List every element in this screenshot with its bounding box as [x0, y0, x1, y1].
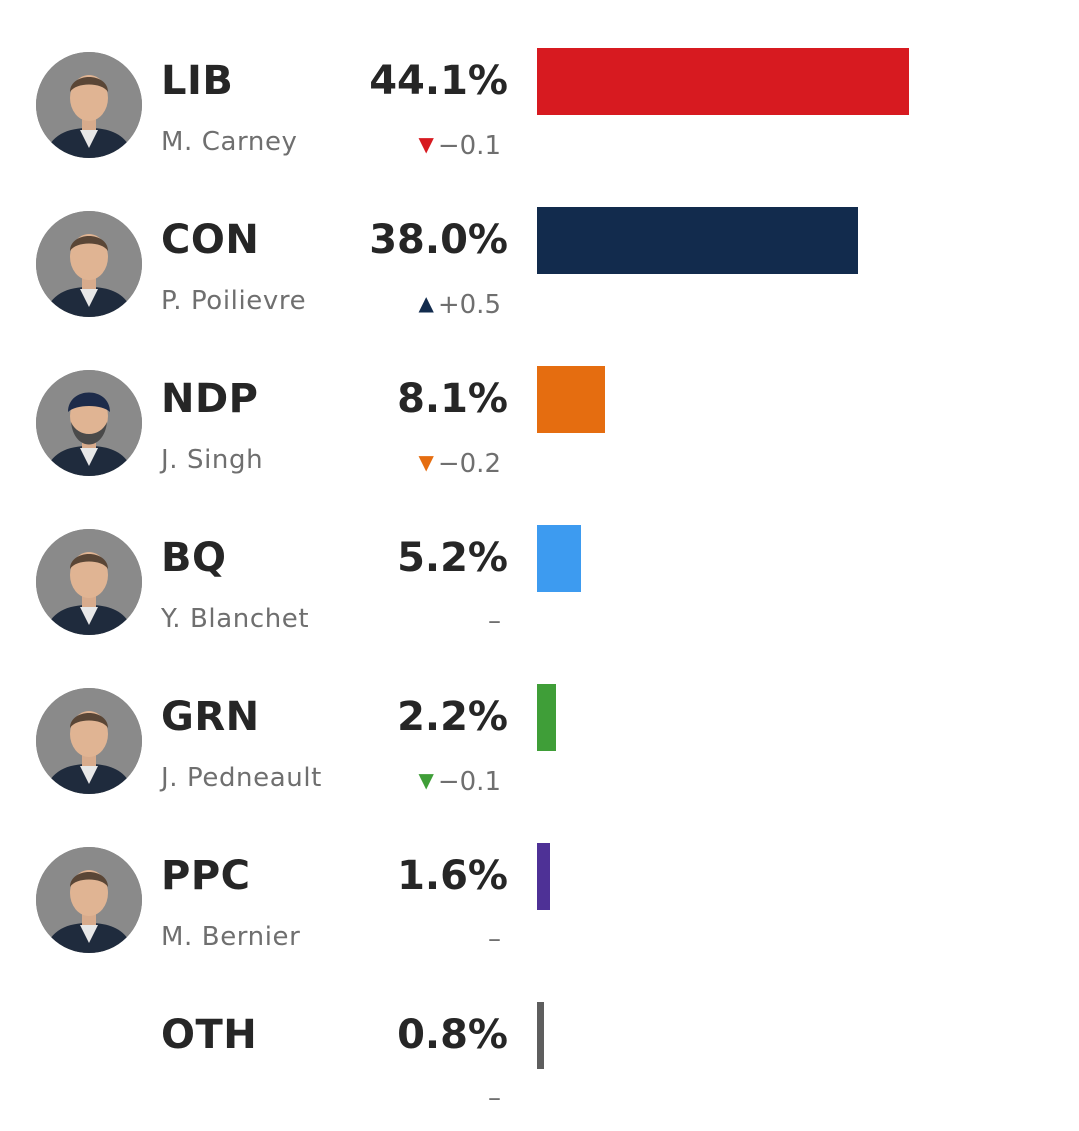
- leader-photo-bq: [36, 529, 142, 635]
- triangle-down-icon: ▼: [418, 768, 434, 792]
- chart-row-con: CON P. Poilievre 38.0% ▲ +0.5: [0, 159, 1079, 320]
- change-indicator: –: [488, 603, 501, 639]
- value-label: 5.2%: [397, 535, 508, 581]
- leader-name: J. Singh: [161, 445, 264, 475]
- change-value: –: [488, 924, 501, 954]
- bar-lib: [537, 48, 909, 115]
- party-label: LIB: [161, 58, 234, 104]
- chart-row-oth: OTH 0.8% –: [0, 954, 1079, 1113]
- party-label: PPC: [161, 853, 251, 899]
- value-label: 44.1%: [369, 58, 508, 104]
- change-value: +0.5: [437, 290, 501, 320]
- chart-row-ndp: NDP J. Singh 8.1% ▼ −0.2: [0, 318, 1079, 479]
- change-value: −0.1: [437, 767, 501, 797]
- change-indicator: ▼ −0.2: [418, 444, 501, 482]
- chart-row-grn: GRN J. Pedneault 2.2% ▼ −0.1: [0, 636, 1079, 797]
- bar-ppc: [537, 843, 550, 910]
- chart-row-ppc: PPC M. Bernier 1.6% –: [0, 795, 1079, 954]
- change-indicator: –: [488, 1080, 501, 1116]
- leader-photo-con: [36, 211, 142, 317]
- leader-name: J. Pedneault: [161, 763, 322, 793]
- change-indicator: ▼ −0.1: [418, 762, 501, 800]
- party-label: BQ: [161, 535, 227, 581]
- leader-name: M. Bernier: [161, 922, 301, 952]
- leader-photo-ndp: [36, 370, 142, 476]
- change-value: −0.2: [437, 449, 501, 479]
- change-value: –: [488, 1083, 501, 1113]
- leader-name: Y. Blanchet: [161, 604, 310, 634]
- bar-grn: [537, 684, 556, 751]
- leader-name: P. Poilievre: [161, 286, 307, 316]
- value-label: 8.1%: [397, 376, 508, 422]
- bar-con: [537, 207, 858, 274]
- value-label: 38.0%: [369, 217, 508, 263]
- bar-bq: [537, 525, 581, 592]
- party-label: NDP: [161, 376, 259, 422]
- leader-photo-lib: [36, 52, 142, 158]
- change-indicator: ▼ −0.1: [418, 126, 501, 164]
- triangle-down-icon: ▼: [418, 450, 434, 474]
- chart-row-bq: BQ Y. Blanchet 5.2% –: [0, 477, 1079, 636]
- party-label: OTH: [161, 1012, 258, 1058]
- change-value: –: [488, 606, 501, 636]
- value-label: 2.2%: [397, 694, 508, 740]
- change-value: −0.1: [437, 131, 501, 161]
- bar-ndp: [537, 366, 605, 433]
- triangle-up-icon: ▲: [418, 291, 434, 315]
- party-label: CON: [161, 217, 260, 263]
- leader-photo-ppc: [36, 847, 142, 953]
- triangle-down-icon: ▼: [418, 132, 434, 156]
- chart-row-lib: LIB M. Carney 44.1% ▼ −0.1: [0, 0, 1079, 161]
- change-indicator: –: [488, 921, 501, 957]
- party-label: GRN: [161, 694, 260, 740]
- value-label: 0.8%: [397, 1012, 508, 1058]
- value-label: 1.6%: [397, 853, 508, 899]
- change-indicator: ▲ +0.5: [418, 285, 501, 323]
- leader-name: M. Carney: [161, 127, 298, 157]
- leader-photo-grn: [36, 688, 142, 794]
- bar-oth: [537, 1002, 544, 1069]
